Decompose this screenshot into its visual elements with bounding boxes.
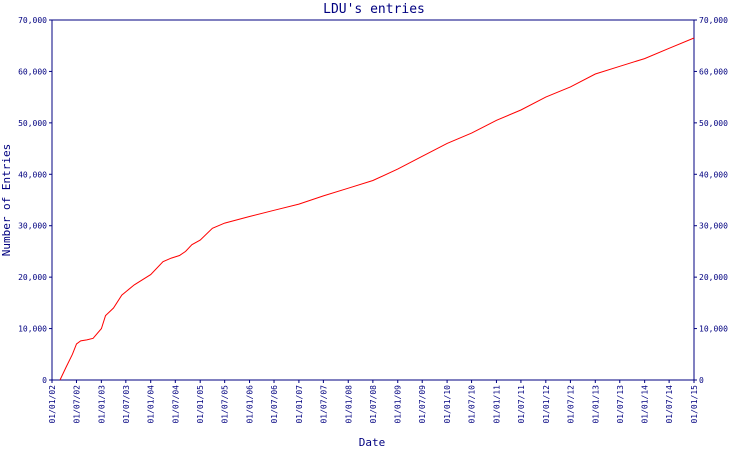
y-axis-right: 0 10,000 20,000 30,000 40,000 50,000 60,000 70,… bbox=[694, 16, 728, 385]
x-axis: 01/01/02 01/07/02 01/01/03 01/07/03 01/01/04… bbox=[48, 380, 699, 424]
series-line bbox=[59, 37, 695, 381]
x-tick-label: 01/01/11 bbox=[492, 385, 501, 424]
x-tick-label: 01/01/04 bbox=[147, 385, 156, 424]
x-tick-label: 01/01/14 bbox=[641, 385, 650, 424]
y-tick-label-right: 30,000 bbox=[699, 222, 728, 231]
x-tick-label: 01/01/05 bbox=[196, 385, 205, 424]
y-tick-label-left: 30,000 bbox=[18, 222, 47, 231]
x-tick-label: 01/07/09 bbox=[418, 385, 427, 424]
x-tick-label: 01/01/02 bbox=[48, 385, 57, 424]
x-tick-label: 01/01/06 bbox=[246, 385, 255, 424]
x-tick-label: 01/07/04 bbox=[171, 385, 180, 424]
y-tick-label-right: 40,000 bbox=[699, 170, 728, 179]
x-tick-label: 01/07/07 bbox=[319, 385, 328, 424]
y-tick-label-left: 70,000 bbox=[18, 16, 47, 25]
x-tick-label: 01/07/03 bbox=[122, 385, 131, 424]
plot-frame bbox=[51, 19, 695, 381]
x-tick-label: 01/07/06 bbox=[270, 385, 279, 424]
x-tick-label: 01/07/08 bbox=[369, 385, 378, 424]
x-tick-label: 01/01/10 bbox=[443, 385, 452, 424]
y-axis-label: Number of Entries bbox=[0, 144, 13, 257]
x-axis-label: Date bbox=[359, 436, 386, 449]
x-tick-label: 01/07/13 bbox=[616, 385, 625, 424]
x-tick-label: 01/07/14 bbox=[665, 385, 674, 424]
chart-title: LDU's entries bbox=[323, 2, 425, 17]
x-tick-label: 01/07/05 bbox=[221, 385, 230, 424]
y-tick-label-left: 50,000 bbox=[18, 119, 47, 128]
x-tick-label: 01/07/11 bbox=[517, 385, 526, 424]
y-tick-label-right: 70,000 bbox=[699, 16, 728, 25]
y-axis-left: 0 10,000 20,000 30,000 40,000 50,000 60,000 70,… bbox=[18, 16, 52, 385]
y-tick-label-right: 60,000 bbox=[699, 67, 728, 76]
y-tick-label-left: 10,000 bbox=[18, 325, 47, 334]
x-tick-label: 01/01/15 bbox=[690, 385, 699, 424]
y-tick-label-right: 0 bbox=[699, 376, 704, 385]
y-tick-label-left: 40,000 bbox=[18, 170, 47, 179]
x-tick-label: 01/01/13 bbox=[591, 385, 600, 424]
series-group bbox=[59, 37, 695, 381]
y-tick-label-right: 20,000 bbox=[699, 273, 728, 282]
x-tick-label: 01/01/09 bbox=[394, 385, 403, 424]
x-tick-label: 01/01/12 bbox=[542, 385, 551, 424]
y-tick-label-right: 10,000 bbox=[699, 325, 728, 334]
x-tick-label: 01/07/10 bbox=[468, 385, 477, 424]
y-tick-label-left: 0 bbox=[42, 376, 47, 385]
y-tick-label-left: 60,000 bbox=[18, 67, 47, 76]
x-tick-label: 01/01/07 bbox=[295, 385, 304, 424]
x-tick-label: 01/01/08 bbox=[344, 385, 353, 424]
x-tick-label: 01/07/02 bbox=[72, 385, 81, 424]
x-tick-label: 01/07/12 bbox=[566, 385, 575, 424]
y-tick-label-left: 20,000 bbox=[18, 273, 47, 282]
y-tick-label-right: 50,000 bbox=[699, 119, 728, 128]
x-tick-label: 01/01/03 bbox=[97, 385, 106, 424]
